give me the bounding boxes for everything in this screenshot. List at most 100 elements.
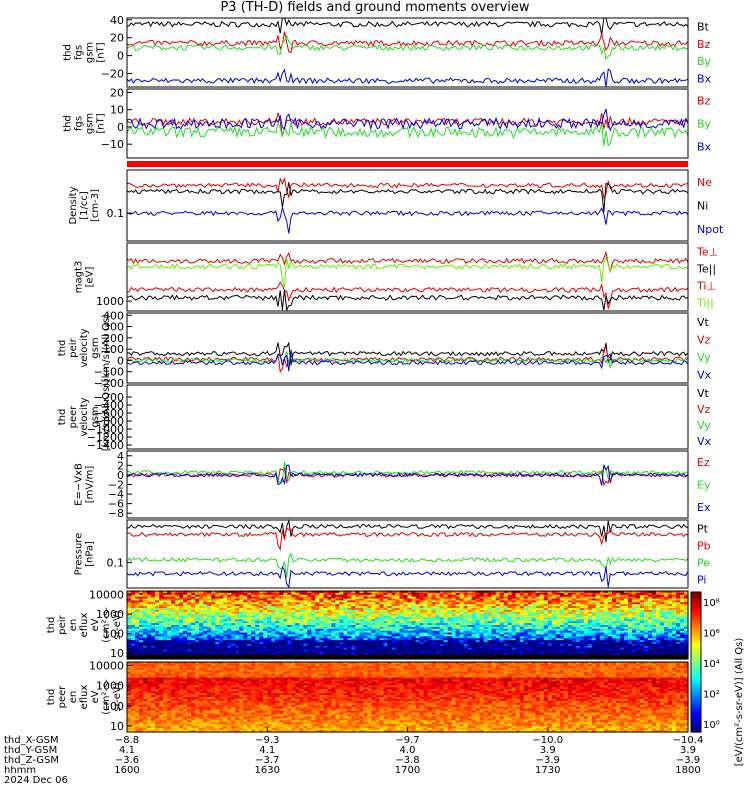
heatmap-cell	[639, 630, 645, 634]
heatmap-cell	[619, 634, 625, 637]
heatmap-cell	[315, 632, 320, 636]
heatmap-cell	[639, 642, 645, 645]
heatmap-cell	[127, 630, 132, 634]
heatmap-cell	[443, 645, 449, 649]
heatmap-cell	[243, 632, 248, 636]
heatmap-cell	[159, 649, 164, 653]
heatmap-cell	[419, 602, 425, 605]
heatmap-cell	[211, 621, 216, 624]
heatmap-cell	[551, 606, 557, 609]
heatmap-cell	[215, 596, 220, 600]
heatmap-cell	[195, 653, 200, 656]
heatmap-cell	[271, 602, 276, 605]
heatmap-cell	[447, 632, 453, 636]
heatmap-cell	[491, 609, 497, 613]
heatmap-cell	[191, 606, 196, 609]
heatmap-cell	[335, 643, 340, 647]
heatmap-cell	[419, 638, 425, 641]
heatmap-cell	[299, 621, 304, 624]
heatmap-cell	[395, 621, 401, 624]
heatmap-cell	[591, 636, 597, 639]
heatmap-cell	[684, 645, 689, 649]
heatmap-cell	[387, 617, 393, 620]
heatmap-cell	[159, 602, 164, 605]
heatmap-cell	[375, 608, 380, 611]
heatmap-cell	[219, 600, 224, 603]
heatmap-cell	[383, 611, 389, 615]
heatmap-cell	[623, 621, 629, 624]
heatmap-cell	[619, 638, 625, 641]
heatmap-cell	[471, 615, 477, 619]
heatmap-cell	[419, 617, 425, 620]
heatmap-cell	[479, 602, 485, 605]
heatmap-cell	[379, 632, 384, 636]
heatmap-cell	[203, 640, 208, 643]
heatmap-cell	[471, 643, 477, 647]
heatmap-cell	[339, 604, 344, 607]
heatmap-cell	[383, 604, 389, 607]
heatmap-cell	[235, 613, 240, 617]
heatmap-cell	[387, 596, 393, 600]
heatmap-cell	[680, 645, 685, 649]
heatmap-cell	[143, 619, 148, 622]
heatmap-cell	[391, 643, 397, 647]
heatmap-cell	[523, 619, 529, 622]
heatmap-cell	[583, 591, 589, 594]
heatmap-cell	[171, 596, 176, 600]
ytick-label: −800	[94, 415, 124, 428]
heatmap-cell	[579, 642, 585, 645]
heatmap-cell	[635, 625, 641, 628]
heatmap-cell	[199, 632, 204, 636]
heatmap-cell	[403, 602, 409, 605]
heatmap-cell	[323, 602, 328, 605]
heatmap-cell	[331, 591, 336, 594]
heatmap-cell	[407, 651, 413, 654]
heatmap-cell	[655, 632, 661, 636]
legend-Pe: Pe	[697, 557, 710, 570]
heatmap-cell	[419, 596, 425, 600]
heatmap-cell	[147, 609, 152, 613]
heatmap-cell	[159, 623, 164, 626]
heatmap-cell	[459, 623, 465, 626]
heatmap-cell	[215, 623, 220, 626]
heatmap-cell	[647, 617, 653, 620]
heatmap-cell	[147, 598, 152, 602]
heatmap-cell	[559, 619, 565, 622]
heatmap-cell	[591, 598, 597, 602]
heatmap-cell	[587, 594, 593, 598]
heatmap-cell	[307, 649, 312, 653]
heatmap-cell	[279, 621, 284, 624]
legend-By: By	[697, 118, 712, 131]
heatmap-cell	[335, 591, 340, 594]
heatmap-cell	[179, 611, 184, 615]
heatmap-cell	[367, 628, 372, 632]
heatmap-cell	[335, 602, 340, 605]
heatmap-cell	[175, 606, 180, 609]
heatmap-cell	[207, 630, 212, 634]
heatmap-cell	[523, 623, 529, 626]
heatmap-cell	[315, 649, 320, 653]
heatmap-cell	[199, 640, 204, 643]
heatmap-cell	[147, 645, 152, 649]
heatmap-cell	[599, 621, 605, 624]
heatmap-cell	[483, 609, 489, 613]
heatmap-cell	[355, 647, 360, 651]
heatmap-cell	[403, 621, 409, 624]
heatmap-cell	[323, 596, 328, 600]
heatmap-cell	[611, 623, 617, 626]
heatmap-cell	[163, 628, 168, 632]
heatmap-cell	[668, 600, 673, 603]
heatmap-cell	[231, 611, 236, 615]
heatmap-cell	[435, 600, 441, 603]
heatmap-cell	[415, 638, 421, 641]
heatmap-cell	[251, 621, 256, 624]
heatmap-cell	[183, 617, 188, 620]
heatmap-cell	[199, 615, 204, 619]
heatmap-cell	[275, 640, 280, 643]
heatmap-cell	[423, 609, 429, 613]
heatmap-cell	[676, 623, 681, 626]
heatmap-cell	[567, 592, 573, 596]
heatmap-cell	[491, 628, 497, 632]
ylabel-line: Density	[68, 186, 79, 224]
heatmap-cell	[515, 621, 521, 624]
